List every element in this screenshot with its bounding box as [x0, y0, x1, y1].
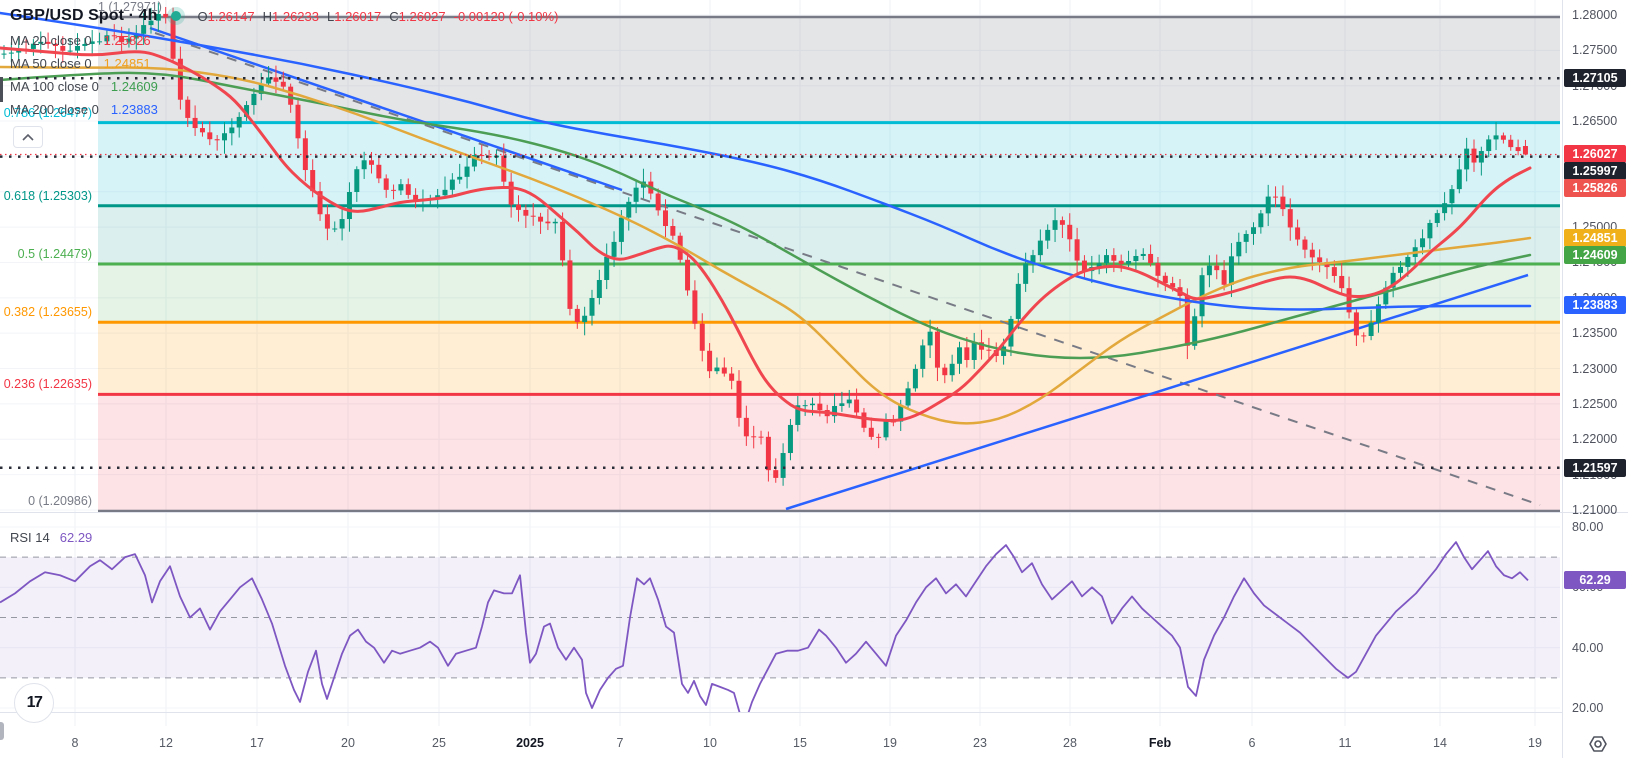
time-axis-label: 7	[616, 736, 624, 750]
price-axis-label: 1.22500	[1572, 396, 1618, 411]
ohlc-c: C1.26027	[389, 8, 446, 24]
price-badge: 1.27105	[1564, 69, 1626, 87]
time-axis-separator	[0, 712, 1562, 713]
fib-level-label: 1 (1.27971)	[98, 0, 162, 15]
time-axis-label: 15	[793, 736, 807, 750]
time-axis-label: 2025	[516, 736, 544, 750]
price-badge: 1.25997	[1564, 162, 1626, 180]
time-axis-label: 14	[1433, 736, 1447, 750]
symbol-title[interactable]: GBP/USD Spot · 4h	[10, 7, 158, 24]
time-axis-label: 11	[1338, 736, 1352, 750]
price-badge: 1.23883	[1564, 296, 1626, 314]
time-axis-label: 23	[973, 736, 987, 750]
indicator-label: MA 200 close 0	[10, 102, 99, 117]
price-axis-label: 1.22000	[1572, 432, 1618, 447]
price-badge: 1.24609	[1564, 246, 1626, 264]
price-axis-label: 1.23000	[1572, 361, 1618, 376]
time-axis-label: 20	[341, 736, 355, 750]
price-change: -0.00120 (-0.10%)	[453, 8, 559, 24]
ma-20-line	[0, 46, 1532, 423]
fib-level-label: 0.382 (1.23655)	[3, 305, 92, 320]
indicator-value: 1.24851	[103, 56, 151, 71]
indicator-row-ma50[interactable]: MA 50 close 0 1.24851	[10, 52, 558, 75]
time-axis-label: Feb	[1148, 736, 1172, 750]
time-axis-label: 19	[1528, 736, 1542, 750]
indicator-value: 1.24609	[110, 79, 158, 94]
indicator-label: MA 100 close 0	[10, 79, 99, 94]
fib-level-label: 0 (1.20986)	[28, 493, 92, 508]
time-axis-label: 25	[432, 736, 446, 750]
indicator-rows: MA 20 close 0 1.25826 MA 50 close 0 1.24851…	[10, 29, 558, 121]
price-axis-separator	[1562, 0, 1563, 758]
ma-100-line	[0, 71, 1532, 360]
ma-50-line	[0, 65, 1532, 425]
ohlc-l: L1.26017	[327, 8, 382, 24]
left-toolbar-handle[interactable]	[0, 77, 3, 102]
timezone-settings-button[interactable]	[1586, 733, 1610, 757]
rsi-axis-label: 40.00	[1572, 640, 1604, 655]
legend: GBP/USD Spot · 4h O1.26147 H1.26233 L1.260…	[10, 3, 558, 121]
time-axis-label: 12	[159, 736, 173, 750]
indicator-label: MA 50 close 0	[10, 56, 92, 71]
time-axis-label: 8	[71, 736, 79, 750]
rsi-value: 62.29	[59, 530, 93, 545]
indicator-label: MA 20 close 0	[10, 33, 92, 48]
rsi-legend[interactable]: RSI 14 62.29	[10, 530, 92, 545]
rsi-pane	[0, 541, 1560, 712]
rsi-badge: 62.29	[1564, 571, 1626, 590]
fib-level-label: 0.236 (1.22635)	[3, 377, 92, 392]
indicator-value: 1.23883	[110, 102, 158, 117]
bottom-toolbar-handle[interactable]	[0, 722, 4, 740]
rsi-line	[0, 541, 1529, 712]
price-badge: 1.21597	[1564, 459, 1626, 477]
price-axis-label: 1.21000	[1572, 502, 1618, 517]
chevron-up-icon	[22, 133, 34, 141]
price-axis-label: 1.23500	[1572, 326, 1618, 341]
gear-icon	[1589, 736, 1607, 752]
price-axis-label: 1.27500	[1572, 43, 1618, 58]
price-axis-label: 1.26500	[1572, 114, 1618, 129]
time-axis-label: 10	[703, 736, 717, 750]
indicator-value: 1.25826	[103, 33, 151, 48]
pane-separator[interactable]	[0, 512, 1628, 513]
time-axis-label: 19	[883, 736, 897, 750]
rsi-axis-label: 80.00	[1572, 520, 1604, 534]
price-axis-label: 1.28000	[1572, 7, 1618, 22]
ma-200-line	[0, 11, 1532, 311]
rsi-axis-label: 20.00	[1572, 701, 1604, 716]
tradingview-logo[interactable]: 17	[14, 683, 54, 723]
indicator-row-ma20[interactable]: MA 20 close 0 1.25826	[10, 29, 558, 52]
indicator-row-ma100[interactable]: MA 100 close 0 1.24609	[10, 75, 558, 98]
time-axis-label: 28	[1063, 736, 1077, 750]
time-axis-label: 17	[250, 736, 264, 750]
price-pane	[0, 2, 1560, 512]
ohlc-values: O1.26147 H1.26233 L1.26017 C1.26027 -0.00120…	[197, 9, 558, 24]
symbol-row[interactable]: GBP/USD Spot · 4h O1.26147 H1.26233 L1.260…	[10, 3, 558, 29]
fib-level-label: 0.618 (1.25303)	[3, 188, 92, 203]
ohlc-h: H1.26233	[262, 8, 319, 24]
indicator-row-ma200[interactable]: MA 200 close 0 1.23883	[10, 98, 558, 121]
rsi-label: RSI 14	[10, 530, 50, 545]
market-status-dot[interactable]	[171, 11, 182, 21]
legend-collapse-button[interactable]	[13, 126, 43, 148]
price-badge: 1.25826	[1564, 179, 1626, 197]
price-badge: 1.26027	[1564, 145, 1626, 163]
ohlc-o: O1.26147	[197, 8, 255, 24]
price-badge: 1.24851	[1564, 229, 1626, 247]
fib-level-label: 0.5 (1.24479)	[17, 246, 92, 261]
time-axis-label: 6	[1248, 736, 1256, 750]
fib-level-label: 0.786 (1.26477)	[3, 105, 92, 120]
